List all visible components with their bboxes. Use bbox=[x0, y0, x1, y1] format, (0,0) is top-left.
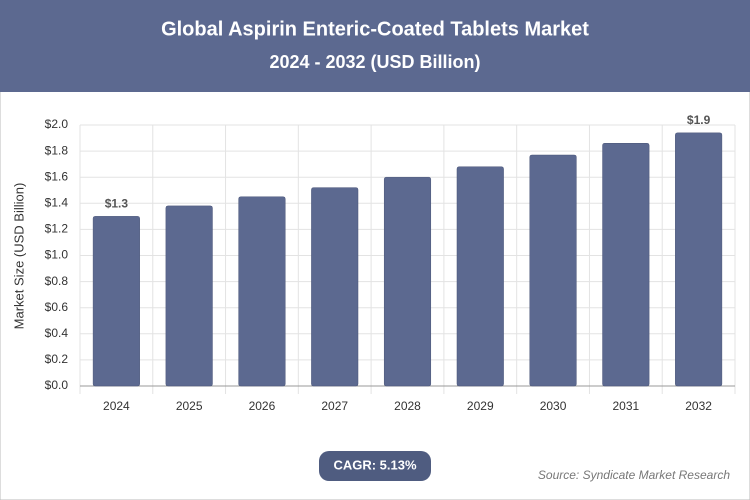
y-tick-label: $0.2 bbox=[45, 352, 69, 366]
data-label: $1.9 bbox=[687, 113, 711, 127]
cagr-label: CAGR: 5.13% bbox=[333, 457, 417, 472]
x-tick-label: 2028 bbox=[394, 399, 421, 413]
y-tick-label: $2.0 bbox=[45, 117, 69, 131]
y-tick-label: $1.2 bbox=[45, 222, 69, 236]
x-tick-label: 2030 bbox=[540, 399, 567, 413]
header bbox=[0, 0, 750, 92]
y-tick-label: $0.8 bbox=[45, 274, 69, 288]
y-axis-title: Market Size (USD Billion) bbox=[11, 183, 26, 330]
y-tick-label: $0.6 bbox=[45, 300, 69, 314]
y-tick-label: $1.0 bbox=[45, 248, 69, 262]
chart-subtitle: 2024 - 2032 (USD Billion) bbox=[269, 52, 480, 72]
y-tick-label: $1.6 bbox=[45, 169, 69, 183]
bar bbox=[383, 176, 432, 387]
data-label: $1.3 bbox=[105, 197, 129, 211]
bar bbox=[92, 216, 140, 387]
bar bbox=[675, 132, 723, 387]
x-tick-label: 2032 bbox=[685, 399, 712, 413]
source: Source: Syndicate Market Research bbox=[538, 468, 730, 482]
x-tick-label: 2025 bbox=[176, 399, 203, 413]
chart-title: Global Aspirin Enteric-Coated Tablets Ma… bbox=[161, 18, 589, 40]
bar bbox=[456, 166, 504, 387]
bar bbox=[529, 154, 577, 387]
bar bbox=[238, 196, 286, 387]
x-tick-label: 2031 bbox=[612, 399, 639, 413]
bar bbox=[165, 205, 213, 387]
y-tick-label: $0.4 bbox=[45, 326, 69, 340]
bar bbox=[311, 187, 359, 387]
y-tick-label: $1.4 bbox=[45, 195, 69, 209]
x-tick-label: 2027 bbox=[321, 399, 348, 413]
x-tick-label: 2026 bbox=[249, 399, 276, 413]
cagr-badge bbox=[319, 451, 431, 481]
y-tick-label: $1.8 bbox=[45, 143, 69, 157]
bar bbox=[602, 143, 650, 387]
x-tick-label: 2024 bbox=[103, 399, 130, 413]
x-tick-label: 2029 bbox=[467, 399, 494, 413]
y-tick-label: $0.0 bbox=[45, 378, 69, 392]
